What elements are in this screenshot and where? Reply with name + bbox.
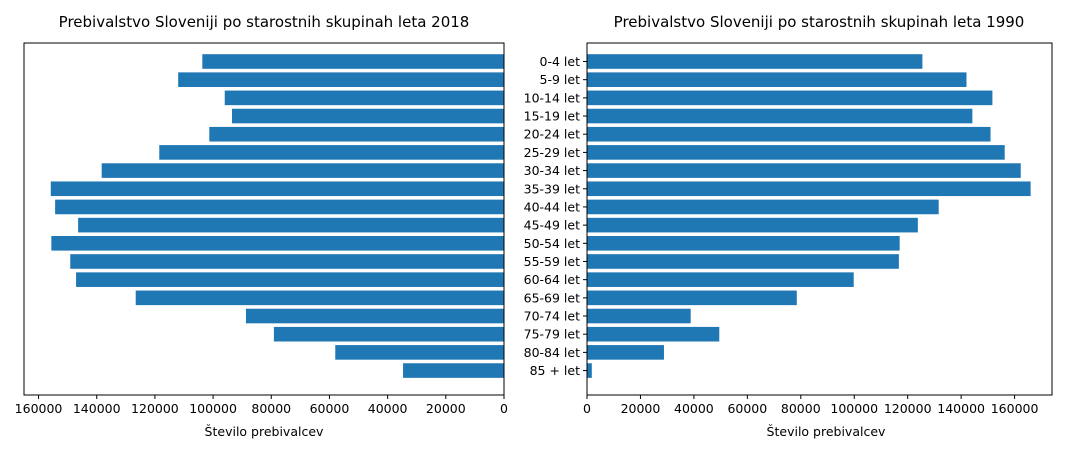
age-group-label: 55-59 let [524, 254, 580, 269]
chart-1990-x-tick-label: 100000 [830, 401, 878, 416]
age-group-label: 60-64 let [524, 272, 580, 287]
chart-2018-bar [70, 254, 504, 269]
chart-1990-bar [587, 181, 1031, 197]
age-group-label: 35-39 let [524, 181, 580, 196]
chart-1990-bar [587, 363, 592, 378]
chart-1990-bar [587, 326, 720, 342]
chart-1990-x-tick-label: 40000 [674, 401, 714, 416]
chart-1990-bar [587, 54, 923, 69]
chart-1990-bar [587, 236, 900, 251]
chart-2018: Prebivalstvo Sloveniji po starostnih sku… [15, 13, 508, 439]
age-group-label: 10-14 let [524, 90, 580, 105]
chart-1990-bars [587, 54, 1031, 378]
chart-2018-bar [55, 199, 505, 215]
chart-2018-x-tick-label: 20000 [426, 401, 466, 416]
chart-2018-bar [178, 72, 504, 87]
chart-2018-x-tick-label: 0 [500, 401, 508, 416]
chart-1990-x-tick-label: 60000 [727, 401, 767, 416]
chart-1990-bar [587, 90, 993, 106]
chart-2018-bar [209, 126, 505, 142]
age-group-label: 20-24 let [524, 127, 580, 142]
chart-2018-x-ticks: 160000 140000 120000 100000 80000 60000 40000 2… [15, 395, 508, 416]
chart-1990-bar [587, 126, 991, 142]
chart-1990-x-tick-label: 120000 [884, 401, 932, 416]
chart-2018-bar [232, 108, 504, 124]
age-group-labels: 0-4 let 5-9 let 10-14 let 15-19 let 20-24 le… [524, 54, 587, 378]
chart-1990-bar [587, 290, 797, 306]
chart-2018-bar [76, 272, 504, 287]
age-group-label: 50-54 let [524, 236, 580, 251]
chart-2018-x-tick-label: 140000 [73, 401, 121, 416]
chart-2018-x-tick-label: 120000 [131, 401, 179, 416]
chart-1990-axes-frame [586, 42, 1053, 396]
chart-2018-bar [50, 181, 504, 197]
chart-1990-x-tick-label: 160000 [991, 401, 1039, 416]
chart-2018-axes-frame [23, 42, 505, 396]
chart-2018-title: Prebivalstvo Sloveniji po starostnih sku… [59, 13, 470, 31]
chart-1990-bar [587, 272, 854, 287]
chart-1990-bar [587, 217, 918, 233]
age-group-label: 75-79 let [524, 327, 580, 342]
chart-1990-bar [587, 308, 691, 324]
age-group-label: 0-4 let [540, 54, 581, 69]
age-group-label: 40-44 let [524, 199, 580, 214]
chart-2018-x-tick-label: 100000 [189, 401, 237, 416]
chart-1990-x-tick-label: 140000 [937, 401, 985, 416]
chart-2018-x-tick-label: 60000 [310, 401, 350, 416]
chart-2018-bar [101, 163, 504, 178]
chart-2018-x-tick-label: 160000 [15, 401, 63, 416]
chart-2018-bar [224, 90, 504, 106]
age-group-label: 30-34 let [524, 163, 580, 178]
chart-1990-x-tick-label: 20000 [621, 401, 661, 416]
chart-2018-bar [335, 345, 504, 360]
chart-2018-bar [135, 290, 504, 306]
chart-2018-x-tick-label: 80000 [251, 401, 291, 416]
chart-1990-bar [587, 254, 899, 269]
chart-2018-bars [50, 54, 505, 378]
age-group-label: 85 + let [530, 363, 580, 378]
chart-2018-bar [245, 308, 505, 324]
chart-2018-x-axis-label: Število prebivalcev [205, 424, 324, 439]
chart-2018-bar [78, 217, 504, 233]
chart-1990: Prebivalstvo Sloveniji po starostnih sku… [583, 13, 1053, 439]
age-group-label: 45-49 let [524, 218, 580, 233]
age-group-label: 25-29 let [524, 145, 580, 160]
chart-1990-bar [587, 345, 664, 360]
age-group-label: 70-74 let [524, 309, 580, 324]
chart-2018-bar [51, 236, 504, 251]
chart-1990-bar [587, 145, 1005, 160]
chart-2018-x-tick-label: 40000 [368, 401, 408, 416]
chart-2018-bar [202, 54, 504, 69]
age-group-label: 80-84 let [524, 345, 580, 360]
age-group-label: 65-69 let [524, 290, 580, 305]
chart-1990-bar [587, 199, 939, 215]
age-group-label: 5-9 let [540, 72, 581, 87]
chart-1990-x-axis-label: Število prebivalcev [767, 424, 886, 439]
chart-1990-title: Prebivalstvo Sloveniji po starostnih sku… [614, 13, 1025, 31]
chart-2018-bar [159, 145, 505, 160]
chart-2018-bar [403, 363, 504, 378]
chart-1990-x-ticks: 0 20000 40000 60000 80000 100000 120000 140000 1… [583, 395, 1038, 416]
chart-1990-bar [587, 72, 967, 87]
age-group-label: 15-19 let [524, 109, 580, 124]
chart-1990-bar [587, 163, 1021, 178]
chart-2018-bar [273, 326, 504, 342]
chart-1990-x-tick-label: 80000 [781, 401, 821, 416]
chart-1990-bar [587, 108, 973, 124]
chart-1990-x-tick-label: 0 [583, 401, 591, 416]
